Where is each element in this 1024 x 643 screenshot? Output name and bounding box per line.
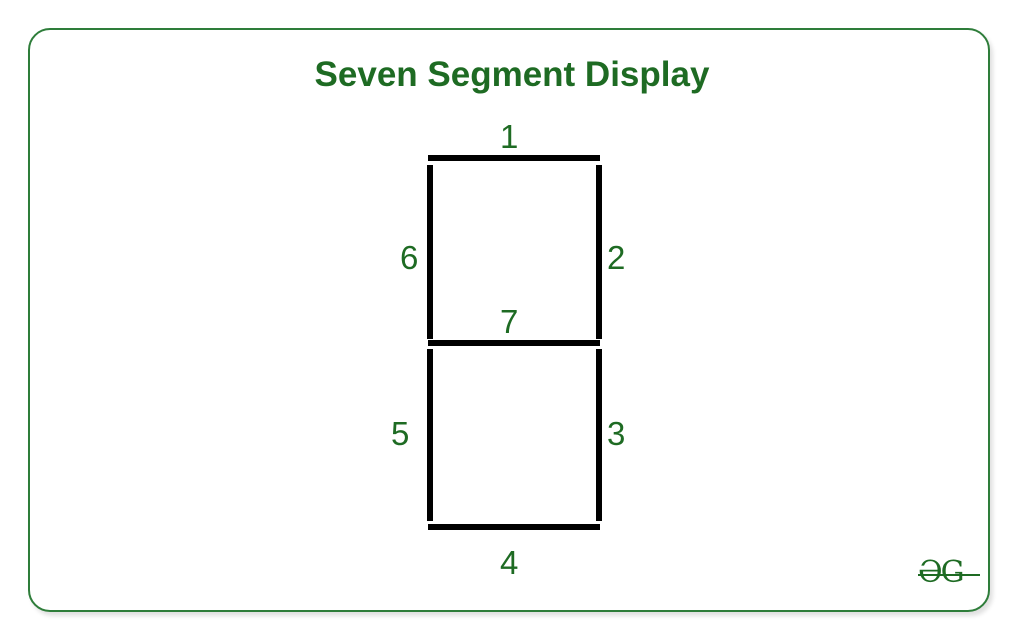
diagram-title: Seven Segment Display (314, 55, 710, 94)
geeksforgeeks-logo-icon: ƏG (918, 555, 965, 590)
segment-4-bar (428, 524, 600, 530)
segment-1-bar (428, 155, 600, 161)
segment-6-bar (427, 165, 433, 339)
segment-1-label: 1 (500, 118, 519, 155)
segment-5-label: 5 (391, 415, 410, 452)
logo-underline (918, 574, 980, 576)
segment-6-label: 6 (400, 239, 419, 276)
segment-4-label: 4 (500, 544, 519, 581)
segment-3-label: 3 (607, 415, 626, 452)
segment-7-bar (428, 340, 600, 346)
segment-2-bar (596, 165, 602, 339)
diagram-card (28, 28, 990, 612)
segment-7-label: 7 (500, 303, 519, 340)
segment-2-label: 2 (607, 239, 626, 276)
segment-5-bar (427, 349, 433, 521)
segment-3-bar (596, 349, 602, 521)
